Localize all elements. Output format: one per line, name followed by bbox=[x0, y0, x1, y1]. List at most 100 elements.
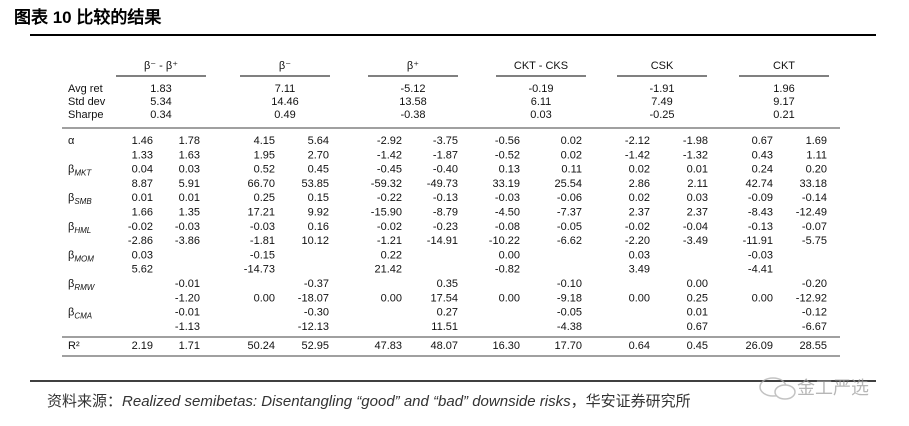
stat-value: 7.49 bbox=[651, 96, 672, 108]
cell: -0.09 bbox=[748, 192, 773, 204]
cell: -0.06 bbox=[557, 192, 582, 204]
watermark: 金工严选 bbox=[759, 377, 869, 400]
cell: -3.86 bbox=[175, 235, 200, 247]
cell: 0.00 bbox=[687, 278, 708, 290]
cell: -1.98 bbox=[683, 135, 708, 147]
cell: -1.42 bbox=[377, 149, 402, 161]
cell: -0.07 bbox=[802, 221, 827, 233]
cell: 0.01 bbox=[179, 192, 200, 204]
row-symbol: β bbox=[68, 221, 74, 233]
cell: -0.14 bbox=[802, 192, 827, 204]
cell: 1.46 bbox=[132, 135, 153, 147]
cell: -1.21 bbox=[377, 235, 402, 247]
cell: 1.95 bbox=[254, 149, 275, 161]
cell: 5.62 bbox=[132, 264, 153, 276]
cell: -1.81 bbox=[250, 235, 275, 247]
stat-value: -5.12 bbox=[400, 83, 425, 95]
row-label: βCMA bbox=[68, 307, 92, 321]
cell: 48.07 bbox=[430, 340, 458, 352]
stat-label: Avg ret bbox=[68, 83, 103, 95]
cell: -3.75 bbox=[433, 135, 458, 147]
cell: 2.37 bbox=[687, 207, 708, 219]
cell: -0.02 bbox=[625, 221, 650, 233]
cell: -8.43 bbox=[748, 207, 773, 219]
cell: 0.20 bbox=[806, 164, 827, 176]
stat-value: 0.03 bbox=[530, 109, 551, 121]
cell: 0.04 bbox=[132, 164, 153, 176]
cell: -15.90 bbox=[371, 207, 402, 219]
row-label: βMKT bbox=[68, 164, 92, 178]
cell: 0.01 bbox=[687, 164, 708, 176]
cell: 0.00 bbox=[499, 292, 520, 304]
cell: 28.55 bbox=[799, 340, 827, 352]
cell: 1.33 bbox=[132, 149, 153, 161]
cell: 17.70 bbox=[554, 340, 582, 352]
stat-value: 0.49 bbox=[274, 109, 295, 121]
cell: -0.22 bbox=[377, 192, 402, 204]
cell: 47.83 bbox=[374, 340, 402, 352]
stat-value: -0.25 bbox=[649, 109, 674, 121]
cell: -0.02 bbox=[128, 221, 153, 233]
cell: 25.54 bbox=[554, 178, 582, 190]
cell: -2.12 bbox=[625, 135, 650, 147]
cell: 0.00 bbox=[752, 292, 773, 304]
stat-value: -0.19 bbox=[528, 83, 553, 95]
cell: -0.45 bbox=[377, 164, 402, 176]
cell: 2.70 bbox=[308, 149, 329, 161]
cell: 0.43 bbox=[752, 149, 773, 161]
table: β⁻ - β⁺ β⁻ β⁺ CKT - CKS CSK CKT Avg ret 1.83 7.1… bbox=[62, 60, 840, 357]
cell: 2.11 bbox=[687, 178, 708, 190]
cell: -6.67 bbox=[802, 321, 827, 333]
cell: -0.12 bbox=[802, 307, 827, 319]
cell: -14.91 bbox=[427, 235, 458, 247]
cell: -59.32 bbox=[371, 178, 402, 190]
cell: 3.49 bbox=[629, 264, 650, 276]
cell: -11.91 bbox=[743, 235, 773, 247]
cell: -0.23 bbox=[433, 221, 458, 233]
cell: -2.20 bbox=[625, 235, 650, 247]
cell: 0.67 bbox=[687, 321, 708, 333]
cell: 1.78 bbox=[179, 135, 200, 147]
stat-label: Sharpe bbox=[68, 109, 103, 121]
row-symbol: R² bbox=[68, 340, 80, 352]
cell: 0.00 bbox=[254, 292, 275, 304]
cell: 16.30 bbox=[492, 340, 520, 352]
stat-value: 5.34 bbox=[150, 96, 171, 108]
cell: 11.51 bbox=[431, 321, 458, 333]
cell: 0.01 bbox=[687, 307, 708, 319]
row-subscript: SMB bbox=[74, 197, 92, 206]
watermark-text: 金工严选 bbox=[797, 378, 869, 398]
row-label: α bbox=[68, 135, 75, 147]
source-reference: Realized semibetas: Disentangling “good”… bbox=[122, 393, 571, 410]
row-symbol: β bbox=[68, 249, 74, 261]
cell: 1.11 bbox=[806, 149, 827, 161]
row-label: βHML bbox=[68, 221, 91, 235]
cell: -2.86 bbox=[128, 235, 153, 247]
column-header: β⁻ - β⁺ bbox=[144, 60, 178, 72]
cell: -4.41 bbox=[748, 264, 773, 276]
cell: -12.13 bbox=[298, 321, 329, 333]
cell: -0.56 bbox=[495, 135, 520, 147]
stat-label: Std dev bbox=[68, 96, 106, 108]
cell: -4.38 bbox=[557, 321, 582, 333]
cell: -4.50 bbox=[495, 207, 520, 219]
cell: -0.20 bbox=[802, 278, 827, 290]
cell: -1.13 bbox=[175, 321, 200, 333]
column-header: CSK bbox=[651, 60, 674, 72]
row-label: βMOM bbox=[68, 249, 94, 263]
cell: 0.02 bbox=[561, 149, 582, 161]
cell: 66.70 bbox=[247, 178, 275, 190]
stat-value: 14.46 bbox=[271, 96, 299, 108]
cell: -0.03 bbox=[250, 221, 275, 233]
cell: -1.20 bbox=[175, 292, 200, 304]
column-header: CKT bbox=[773, 60, 795, 72]
row-symbol: α bbox=[68, 135, 75, 147]
figure-title: 图表 10 比较的结果 bbox=[14, 7, 161, 27]
cell: -0.03 bbox=[748, 249, 773, 261]
cell: 0.03 bbox=[687, 192, 708, 204]
cell: 50.24 bbox=[247, 340, 275, 352]
cell: -0.05 bbox=[557, 221, 582, 233]
column-header: β⁻ bbox=[279, 60, 291, 72]
row-label: R² bbox=[68, 340, 80, 352]
